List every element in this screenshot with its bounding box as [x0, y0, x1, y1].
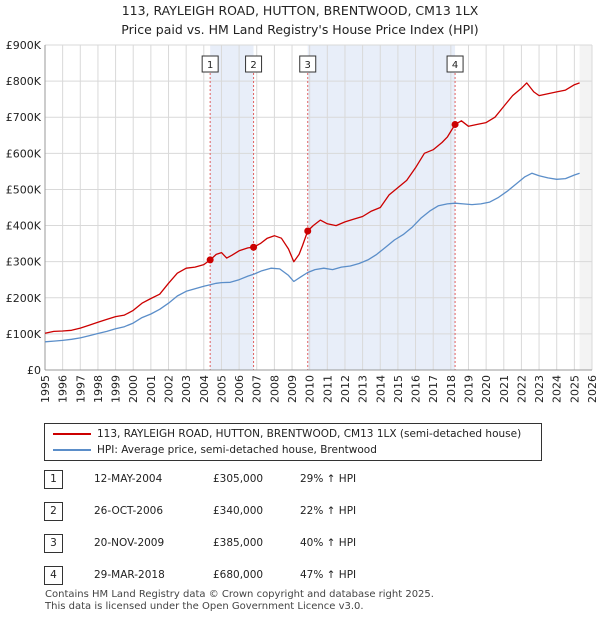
transaction-marker-label: 1 — [207, 60, 213, 71]
transaction-point — [304, 227, 312, 235]
transaction-point — [451, 120, 459, 128]
transaction-marker-label: 3 — [305, 60, 311, 71]
transaction-hpi-change: 47% ↑ HPI — [300, 569, 357, 581]
x-tick-label: 2021 — [498, 375, 511, 403]
projection-area — [579, 45, 592, 370]
table-row: 3 20-NOV-2009 £385,000 40% ↑ HPI — [44, 534, 544, 554]
x-tick-label: 2005 — [215, 375, 228, 403]
price-chart: 1 2 3 4 £0 £100K £200K £300K £400K £500K £600K £70… — [6, 39, 599, 403]
transaction-date: 12-MAY-2004 — [94, 473, 163, 485]
property-price-line — [44, 82, 580, 334]
y-tick-label: £300K — [6, 256, 42, 269]
x-tick-label: 2002 — [163, 375, 176, 403]
x-tick-label: 2020 — [480, 375, 493, 403]
x-tick-label: 2003 — [180, 375, 193, 403]
y-tick-label: £100K — [6, 328, 42, 341]
y-tick-label: £500K — [6, 183, 42, 196]
hpi-line — [44, 172, 580, 343]
x-tick-label: 2006 — [233, 375, 246, 403]
x-tick-label: 1999 — [110, 375, 123, 403]
transaction-hpi-change: 29% ↑ HPI — [300, 473, 357, 485]
x-tick-label: 2008 — [268, 375, 281, 403]
legend-label-hpi: HPI: Average price, semi-detached house,… — [97, 444, 377, 456]
transaction-number: 1 — [44, 470, 63, 489]
y-tick-label: £0 — [27, 364, 41, 377]
x-tick-label: 2010 — [304, 375, 317, 403]
table-row: 2 26-OCT-2006 £340,000 22% ↑ HPI — [44, 502, 544, 522]
x-tick-label: 1998 — [92, 375, 105, 403]
transaction-point — [206, 256, 214, 264]
table-row: 1 12-MAY-2004 £305,000 29% ↑ HPI — [44, 470, 544, 490]
x-tick-label: 2013 — [357, 375, 370, 403]
table-row: 4 29-MAR-2018 £680,000 47% ↑ HPI — [44, 566, 544, 586]
x-tick-label: 2016 — [410, 375, 423, 403]
y-tick-label: £900K — [6, 39, 42, 52]
transaction-date: 20-NOV-2009 — [94, 537, 165, 549]
x-tick-label: 2000 — [127, 375, 140, 403]
legend-swatch-hpi — [53, 449, 91, 451]
legend-label-property: 113, RAYLEIGH ROAD, HUTTON, BRENTWOOD, C… — [97, 428, 522, 440]
transaction-price: £305,000 — [213, 473, 264, 485]
y-tick-label: £800K — [6, 75, 42, 88]
transaction-number: 2 — [44, 502, 63, 521]
transaction-price: £340,000 — [213, 505, 264, 517]
transaction-marker-label: 4 — [452, 60, 458, 71]
y-tick-label: £200K — [6, 292, 42, 305]
x-tick-label: 1995 — [39, 375, 52, 403]
x-tick-label: 2004 — [198, 375, 211, 403]
transaction-date: 29-MAR-2018 — [94, 569, 165, 581]
footer-copyright: Contains HM Land Registry data © Crown c… — [45, 589, 434, 600]
x-tick-label: 2018 — [445, 375, 458, 403]
y-tick-label: £700K — [6, 111, 42, 124]
x-tick-label: 2011 — [321, 375, 334, 403]
x-tick-label: 2009 — [286, 375, 299, 403]
legend: 113, RAYLEIGH ROAD, HUTTON, BRENTWOOD, C… — [44, 423, 542, 461]
transaction-hpi-change: 22% ↑ HPI — [300, 505, 357, 517]
transaction-marker-box — [446, 55, 464, 73]
x-tick-label: 2001 — [145, 375, 158, 403]
footer-licence: This data is licensed under the Open Gov… — [45, 601, 364, 612]
x-tick-label: 2017 — [427, 375, 440, 403]
legend-swatch-property — [53, 433, 91, 435]
x-tick-label: 2025 — [568, 375, 581, 403]
x-tick-label: 1997 — [74, 375, 87, 403]
x-tick-label: 2026 — [586, 375, 599, 403]
transaction-number: 4 — [44, 566, 63, 585]
ownership-shade — [307, 45, 456, 370]
transaction-point — [250, 243, 258, 251]
x-tick-label: 2014 — [374, 375, 387, 403]
y-tick-label: £400K — [6, 220, 42, 233]
x-tick-label: 2015 — [392, 375, 405, 403]
x-tick-label: 2023 — [533, 375, 546, 403]
transaction-price: £385,000 — [213, 537, 264, 549]
transaction-date: 26-OCT-2006 — [94, 505, 163, 517]
y-tick-label: £600K — [6, 147, 42, 160]
x-tick-label: 2022 — [515, 375, 528, 403]
chart-subtitle: Price paid vs. HM Land Registry's House … — [121, 22, 479, 37]
x-tick-label: 2024 — [551, 375, 564, 403]
transaction-price: £680,000 — [213, 569, 264, 581]
x-tick-label: 2019 — [462, 375, 475, 403]
x-tick-label: 2012 — [339, 375, 352, 403]
chart-title: 113, RAYLEIGH ROAD, HUTTON, BRENTWOOD, C… — [121, 3, 479, 18]
transaction-hpi-change: 40% ↑ HPI — [300, 537, 357, 549]
transaction-number: 3 — [44, 534, 63, 553]
transaction-marker-box — [201, 55, 219, 73]
x-tick-label: 1996 — [57, 375, 70, 403]
transaction-marker-label: 2 — [250, 60, 256, 71]
ownership-shade — [210, 45, 254, 370]
transaction-marker-box — [245, 55, 263, 73]
transaction-marker-box — [299, 55, 317, 73]
x-tick-label: 2007 — [251, 375, 264, 403]
